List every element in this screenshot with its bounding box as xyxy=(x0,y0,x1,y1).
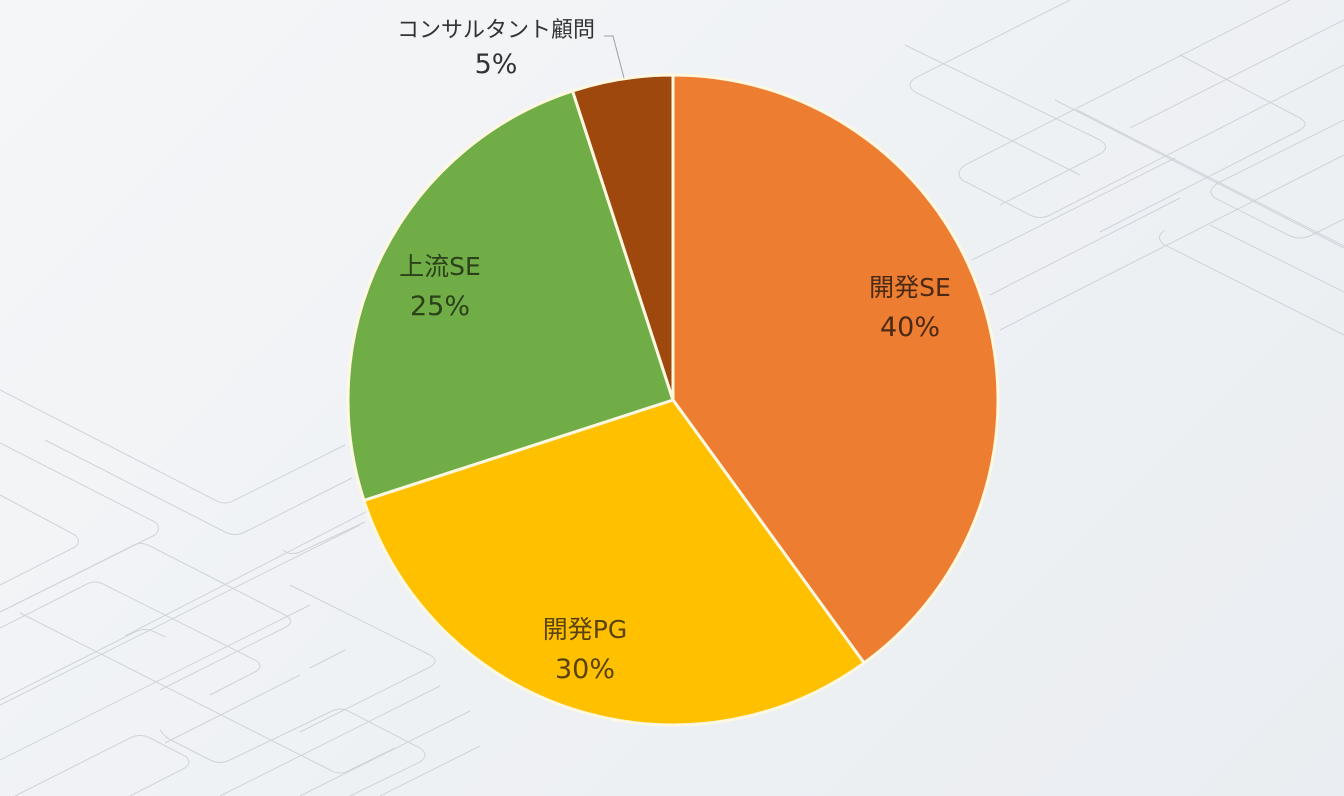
label-kaihatsu-pg: 開発PG 30% xyxy=(543,610,627,690)
label-kaihatsu-pg-name: 開発PG xyxy=(542,615,628,644)
slice-consultant[interactable] xyxy=(571,73,675,402)
slice-kaihatsu-se[interactable] xyxy=(671,73,1000,665)
leader-line-consultant xyxy=(604,35,625,79)
label-kaihatsu-pg-pct: 30% xyxy=(554,654,616,685)
label-kaihatsu-se-pct: 40% xyxy=(879,312,941,343)
label-kaihatsu-se: 開発SE 40% xyxy=(869,268,951,348)
slice-jouryuu-se[interactable] xyxy=(346,89,675,502)
label-consultant-name: コンサルタント顧問 xyxy=(396,18,596,43)
label-jouryuu-se: 上流SE 25% xyxy=(399,247,481,327)
label-consultant-pct: 5% xyxy=(474,49,518,80)
label-jouryuu-se-name: 上流SE xyxy=(399,252,481,281)
slice-kaihatsu-pg[interactable] xyxy=(362,398,866,727)
label-jouryuu-se-pct: 25% xyxy=(409,291,471,322)
label-kaihatsu-se-name: 開発SE xyxy=(869,273,951,302)
label-consultant: コンサルタント顧問 5% xyxy=(397,14,595,82)
